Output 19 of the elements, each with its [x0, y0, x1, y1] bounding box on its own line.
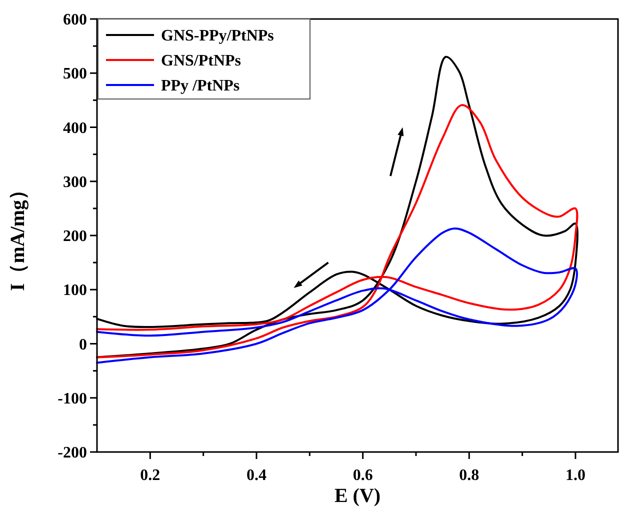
y-tick-label: -200: [58, 444, 87, 462]
y-tick-label: 200: [63, 228, 87, 246]
x-tick-label: 0.8: [459, 467, 480, 484]
legend-label: GNS/PtNPs: [161, 52, 241, 70]
x-tick-label: 0.2: [140, 467, 160, 484]
x-tick-label: 0.6: [352, 467, 373, 484]
y-tick-label: 100: [63, 282, 87, 300]
y-tick-label: 300: [63, 174, 87, 191]
y-tick-label: 400: [63, 120, 87, 137]
y-tick-label: 500: [63, 66, 87, 83]
x-axis-title: E (V): [334, 485, 381, 507]
y-axis-title: I（mA/mg）: [7, 180, 29, 292]
x-tick-label: 1.0: [565, 467, 586, 484]
y-tick-label: 600: [63, 12, 87, 29]
x-tick-label: 0.4: [246, 467, 266, 484]
y-tick-label: -100: [58, 390, 87, 408]
legend-label: GNS-PPy/PtNPs: [161, 28, 274, 45]
y-tick-label: 0: [79, 336, 87, 354]
legend-label: PPy /PtNPs: [161, 78, 240, 95]
